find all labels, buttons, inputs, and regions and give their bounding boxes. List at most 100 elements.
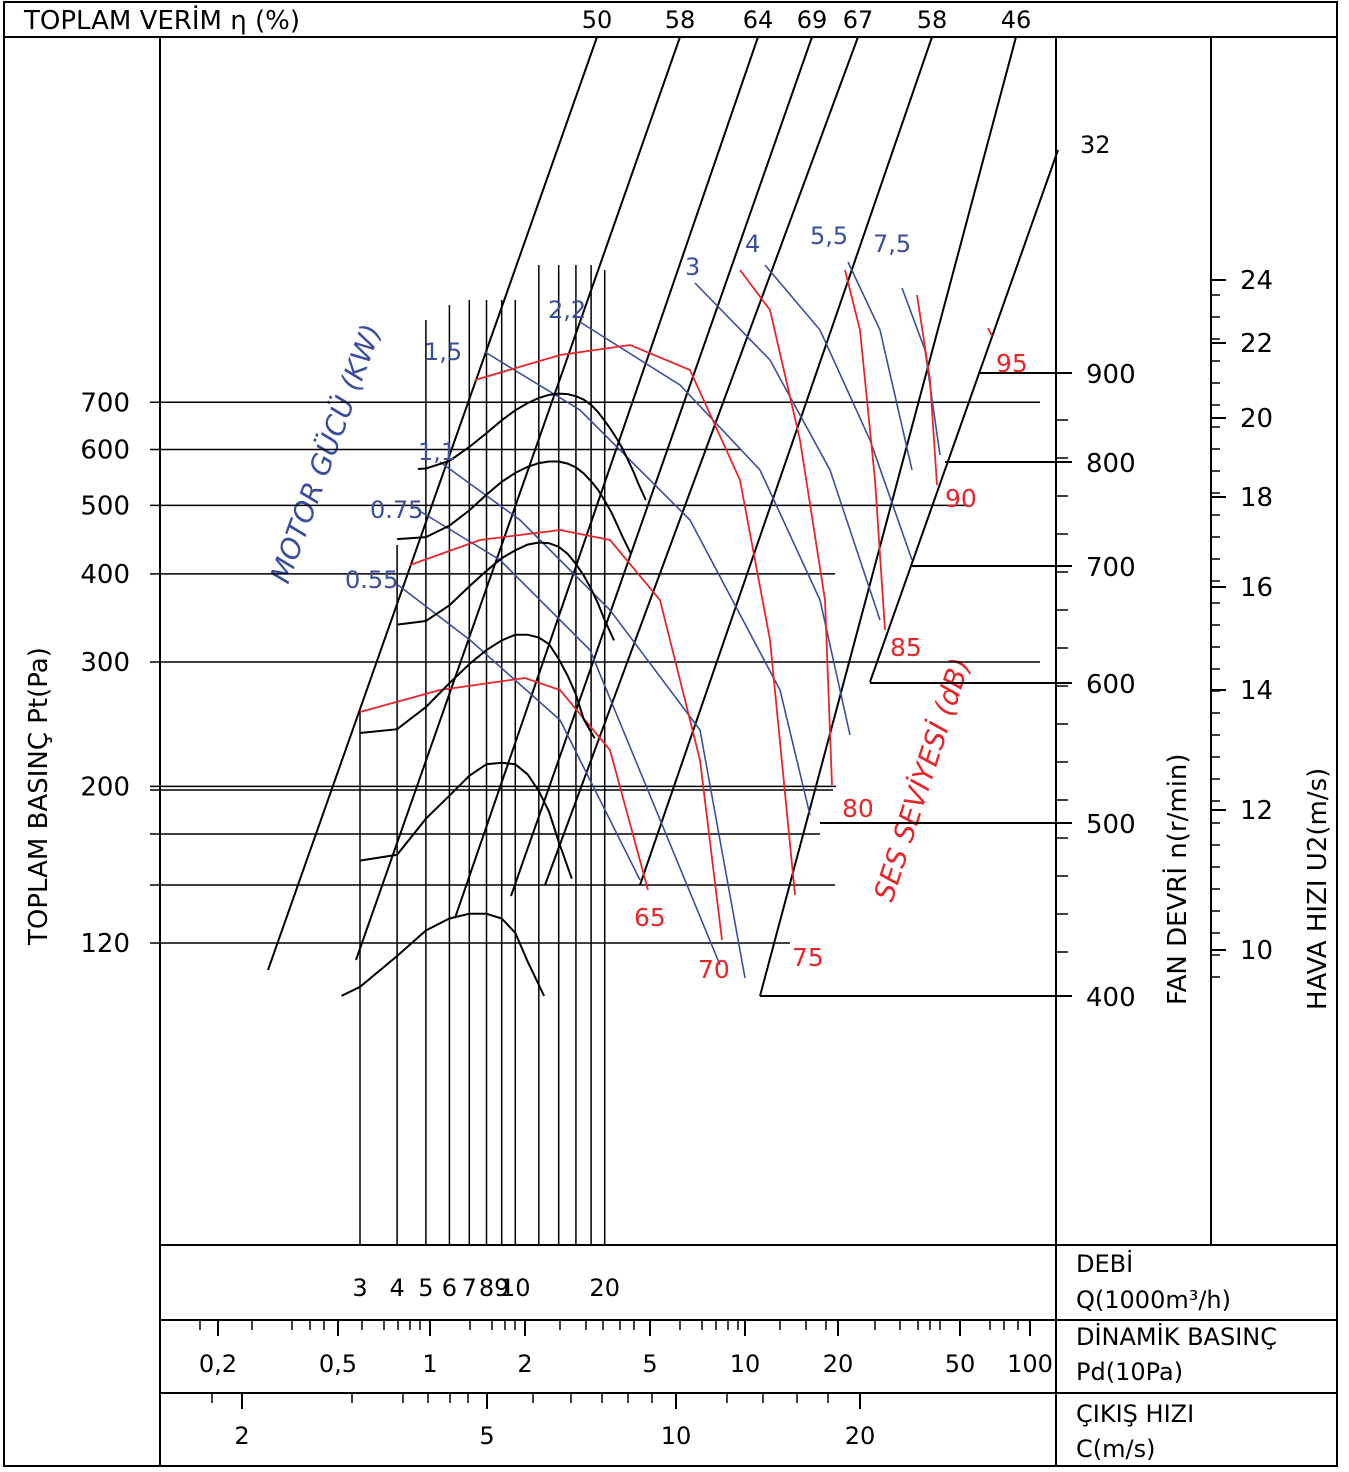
dynamic-pressure-tick-label: 0,5 (319, 1350, 357, 1378)
motor-power-label: MOTOR GÜCÜ (KW) (263, 319, 388, 587)
efficiency-line (544, 36, 859, 886)
fan-speed-tick-label: 600 (1086, 670, 1136, 700)
motor-power-tick-label: 1,5 (424, 338, 462, 366)
motor-power-curve (901, 287, 941, 456)
efficiency-tick-label: 67 (843, 6, 874, 34)
motor-power-tick-label: 5,5 (810, 222, 848, 250)
outlet-velocity-tick-label: 5 (479, 1422, 494, 1450)
tip-speed-tick-label: 14 (1240, 676, 1273, 706)
flow-tick-label: 10 (500, 1274, 531, 1302)
fan-speed-label: FAN DEVRİ n(r/min) (1161, 753, 1193, 1005)
dynamic-pressure-tick-label: 1 (422, 1350, 437, 1378)
motor-power-tick-label: 1,1 (418, 438, 456, 466)
motor-power-curve (847, 261, 913, 471)
motor-power-tick-label: 3 (685, 253, 700, 281)
efficiency-line (454, 36, 759, 919)
fan-speed-tick-label: 400 (1086, 983, 1136, 1013)
dynamic-pressure-tick-label: 2 (517, 1350, 532, 1378)
pressure-tick-label: 500 (80, 491, 130, 521)
flow-label-line1: DEBİ (1076, 1249, 1133, 1278)
dynamic-pressure-tick-label: 50 (945, 1350, 976, 1378)
outlet-label-line2: C(m/s) (1076, 1435, 1155, 1463)
efficiency-line (869, 149, 1059, 683)
sound-level-curve (916, 294, 938, 486)
dynamic-pressure-tick-label: 100 (1007, 1350, 1053, 1378)
efficiency-tick-label: 32 (1080, 131, 1111, 159)
motor-power-tick-label: 0.55 (345, 566, 398, 594)
pressure-tick-label: 200 (80, 772, 130, 802)
tip-speed-tick-label: 24 (1240, 266, 1273, 296)
outlet-velocity-tick-label: 20 (845, 1422, 876, 1450)
dynamic-pressure-tick-label: 0,2 (199, 1350, 237, 1378)
tip-speed-tick-label: 18 (1240, 483, 1273, 513)
motor-power-tick-label: 0.75 (370, 496, 423, 524)
fan-speed-tick-label: 700 (1086, 553, 1136, 583)
fan-speed-curve (397, 460, 632, 555)
tip-speed-tick-label: 16 (1240, 573, 1273, 603)
fan-speed-curve (396, 541, 615, 641)
y-axis-label: TOPLAM BASINÇ Pt(Pa) (24, 647, 54, 946)
efficiency-tick-label: 64 (743, 6, 774, 34)
flow-tick-label: 3 (352, 1274, 367, 1302)
sound-level-curve (359, 677, 649, 891)
dynamic-label-line1: DİNAMİK BASINÇ (1076, 1322, 1277, 1351)
flow-tick-label: 9 (494, 1274, 509, 1302)
outlet-velocity-tick-label: 2 (234, 1422, 249, 1450)
pressure-tick-label: 300 (80, 648, 130, 678)
flow-tick-label: 20 (589, 1274, 620, 1302)
efficiency-line (355, 36, 681, 961)
fan-speed-curve (417, 392, 647, 501)
chart-title: TOPLAM VERİM η (%) (23, 4, 300, 36)
sound-level-curve (739, 269, 833, 786)
fan-speed-curve (359, 761, 573, 880)
chart-frame (3, 1, 1338, 1467)
pressure-tick-label: 120 (80, 929, 130, 959)
tip-speed-tick-label: 22 (1240, 329, 1273, 359)
tip-speed-label: HAVA HIZI U2(m/s) (1303, 768, 1333, 1010)
fan-speed-curve (359, 633, 596, 739)
flow-tick-label: 5 (418, 1274, 433, 1302)
motor-power-tick-label: 4 (745, 230, 760, 258)
efficiency-line (510, 36, 813, 897)
motor-power-tick-label: 7,5 (873, 230, 911, 258)
tip-speed-tick-label: 20 (1240, 404, 1273, 434)
pressure-tick-label: 400 (80, 560, 130, 590)
flow-label-line2: Q(1000m³/h) (1076, 1286, 1231, 1314)
efficiency-line (267, 36, 598, 971)
efficiency-tick-label: 58 (665, 6, 696, 34)
sound-level-curve (987, 327, 993, 337)
motor-power-curve (484, 351, 811, 816)
efficiency-tick-label: 58 (917, 6, 948, 34)
fan-speed-curve (341, 912, 546, 997)
dynamic-pressure-tick-label: 10 (730, 1350, 761, 1378)
outlet-label-line1: ÇIKIŞ HIZI (1076, 1400, 1194, 1428)
efficiency-line (639, 36, 933, 886)
fan-speed-tick-label: 800 (1086, 449, 1136, 479)
pressure-tick-label: 700 (80, 388, 130, 418)
dynamic-label-line2: Pd(10Pa) (1076, 1358, 1183, 1386)
sound-level-tick-label: 65 (634, 903, 666, 932)
sound-level-tick-label: 85 (890, 633, 922, 662)
sound-level-tick-label: 90 (945, 484, 977, 513)
motor-power-curve (694, 282, 881, 621)
flow-tick-label: 4 (389, 1274, 404, 1302)
sound-level-tick-label: 95 (996, 349, 1028, 378)
sound-level-label: SES SEVİYESİ (dB) (867, 654, 977, 905)
motor-power-curve (417, 509, 721, 966)
efficiency-tick-label: 46 (1001, 6, 1032, 34)
efficiency-tick-label: 50 (582, 6, 613, 34)
sound-level-curve (844, 269, 886, 631)
sound-level-tick-label: 80 (842, 794, 874, 823)
tip-speed-tick-label: 12 (1240, 796, 1273, 826)
flow-tick-label: 6 (442, 1274, 457, 1302)
fan-speed-tick-label: 900 (1086, 360, 1136, 390)
motor-power-tick-label: 2,2 (548, 296, 586, 324)
efficiency-tick-label: 69 (797, 6, 828, 34)
dynamic-pressure-tick-label: 20 (823, 1350, 854, 1378)
dynamic-pressure-tick-label: 5 (642, 1350, 657, 1378)
flow-tick-label: 7 (462, 1274, 477, 1302)
motor-power-curve (579, 321, 851, 736)
efficiency-line (759, 36, 1017, 997)
